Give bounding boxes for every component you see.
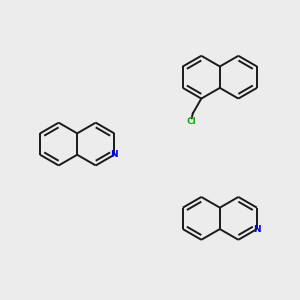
- Text: Cl: Cl: [187, 117, 196, 126]
- Text: N: N: [253, 225, 261, 234]
- Text: N: N: [110, 150, 118, 159]
